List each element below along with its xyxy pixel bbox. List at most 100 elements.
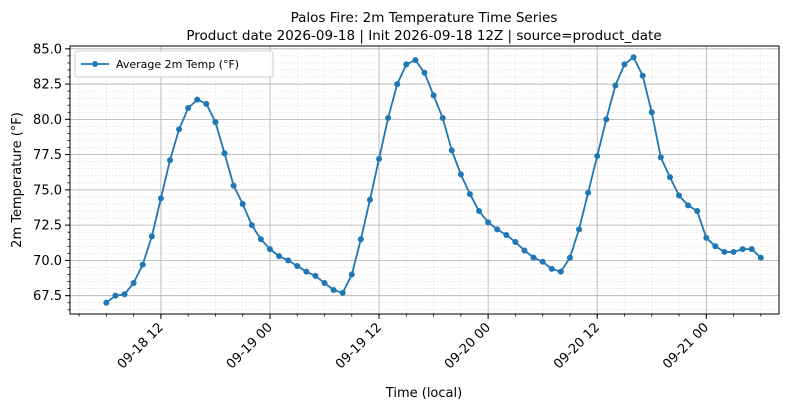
data-point [630, 54, 637, 61]
y-tick-label: 82.5 [33, 78, 62, 93]
data-point [376, 155, 383, 162]
data-point [330, 287, 337, 294]
data-point [266, 246, 273, 253]
legend-box [74, 50, 274, 78]
plot-area [69, 45, 780, 315]
chart-title: Palos Fire: 2m Temperature Time Series [291, 10, 558, 26]
data-point [312, 272, 319, 279]
data-point [485, 219, 492, 226]
data-point [512, 239, 519, 246]
x-tick-label: 09-20 12 [551, 320, 603, 372]
x-axis: 09-18 12 09-19 00 09-19 12 09-20 00 09-20 12… [78, 314, 762, 372]
data-point [385, 114, 392, 121]
data-point [448, 147, 455, 154]
data-point [130, 279, 137, 286]
data-point [412, 57, 419, 64]
data-point [757, 254, 764, 261]
data-point [585, 189, 592, 196]
data-point [148, 233, 155, 240]
y-axis: 67.5 70.0 72.5 75.0 77.5 80.0 82.5 85.0 [33, 42, 70, 311]
data-point [476, 208, 483, 215]
data-point [539, 258, 546, 265]
data-point [139, 261, 146, 268]
y-tick-label: 75.0 [33, 183, 62, 198]
major-grid [70, 46, 779, 314]
data-point [666, 174, 673, 181]
y-tick-label: 70.0 [33, 254, 62, 269]
data-point [103, 299, 110, 306]
chart-subtitle: Product date 2026-09-18 | Init 2026-09-1… [186, 28, 661, 44]
data-point [176, 126, 183, 133]
y-tick-label: 72.5 [33, 219, 62, 234]
data-point [339, 289, 346, 296]
data-point [621, 61, 628, 68]
data-point [639, 72, 646, 79]
data-point [648, 109, 655, 116]
data-point [321, 279, 328, 286]
data-point [703, 234, 710, 241]
data-point [203, 100, 210, 107]
x-tick-label: 09-20 00 [442, 320, 494, 372]
x-axis-label: Time (local) [385, 386, 462, 401]
minor-grid [70, 46, 779, 314]
data-point [548, 265, 555, 272]
x-tick-label: 09-19 00 [224, 320, 276, 372]
data-point [566, 254, 573, 261]
data-point [721, 248, 728, 255]
y-tick-label: 85.0 [33, 42, 62, 57]
data-point [676, 192, 683, 199]
y-tick-label: 77.5 [33, 148, 62, 163]
data-point [112, 292, 119, 299]
data-point [294, 263, 301, 270]
data-point [521, 247, 528, 254]
legend-label: Average 2m Temp (°F) [116, 58, 239, 71]
legend-marker-swatch [92, 61, 98, 67]
data-point [439, 114, 446, 121]
data-point [239, 200, 246, 207]
data-point [276, 253, 283, 260]
data-point [394, 81, 401, 88]
data-point [730, 248, 737, 255]
y-axis-label: 2m Temperature (°F) [10, 112, 25, 248]
data-point [194, 96, 201, 103]
data-point [457, 171, 464, 178]
data-point [739, 246, 746, 253]
series-layer [103, 54, 764, 306]
data-point [121, 291, 128, 298]
data-point [657, 154, 664, 161]
data-point [494, 226, 501, 233]
data-point [366, 196, 373, 203]
data-point [594, 153, 601, 160]
data-point [603, 116, 610, 123]
data-point [303, 268, 310, 275]
data-point [157, 195, 164, 202]
data-point [466, 191, 473, 198]
data-point [248, 222, 255, 229]
x-tick-label: 09-18 12 [115, 320, 167, 372]
data-point [230, 182, 237, 189]
data-point [685, 202, 692, 209]
data-point [557, 268, 564, 275]
data-point [212, 119, 219, 126]
data-point [421, 69, 428, 76]
data-point [430, 92, 437, 99]
data-point [285, 257, 292, 264]
data-point [576, 226, 583, 233]
data-point [166, 157, 173, 164]
data-point [348, 271, 355, 278]
data-point [185, 105, 192, 112]
y-tick-label: 80.0 [33, 113, 62, 128]
data-point [357, 236, 364, 243]
x-tick-label: 09-21 00 [660, 320, 712, 372]
data-point [503, 232, 510, 239]
data-point [530, 254, 537, 261]
legend: Average 2m Temp (°F) [74, 50, 274, 78]
data-point [612, 82, 619, 89]
data-point [221, 150, 228, 157]
x-tick-label: 09-19 12 [333, 320, 385, 372]
data-point [694, 208, 701, 215]
data-point [257, 236, 264, 243]
data-point [748, 246, 755, 253]
data-point [403, 61, 410, 68]
